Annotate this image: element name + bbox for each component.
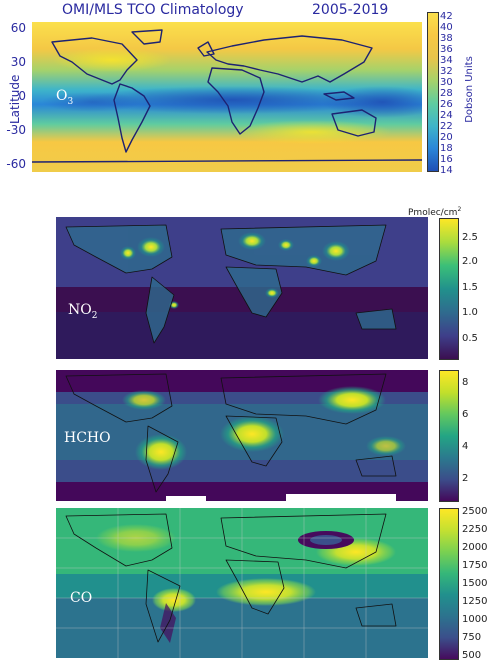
hcho-colorbar-tick: 2 bbox=[462, 473, 469, 484]
no2-unit-sup: 2 bbox=[457, 206, 462, 213]
hcho-colorbar bbox=[439, 370, 459, 502]
o3-colorbar bbox=[427, 12, 439, 172]
o3-ytick: -60 bbox=[6, 157, 26, 171]
co-colorbar-tick: 1750 bbox=[462, 560, 488, 571]
o3-colorbar-tick: 30 bbox=[440, 77, 453, 88]
co-colorbar bbox=[439, 508, 459, 660]
o3-colorbar-tick: 24 bbox=[440, 110, 453, 121]
co-colorbar-tick: 2000 bbox=[462, 542, 488, 553]
co-map bbox=[56, 508, 428, 658]
o3-colorbar-tick: 42 bbox=[440, 11, 453, 22]
co-colorbar-tick: 750 bbox=[462, 632, 482, 643]
no2-colorbar-tick: 1.5 bbox=[462, 282, 478, 293]
hcho-colorbar-tick: 6 bbox=[462, 409, 469, 420]
o3-map bbox=[32, 22, 422, 172]
o3-colorbar-tick: 16 bbox=[440, 154, 453, 165]
no2-colorbar-tick: 2.0 bbox=[462, 256, 478, 267]
no2-colorbar-tick: 1.0 bbox=[462, 307, 478, 318]
co-colorbar-tick: 2500 bbox=[462, 506, 488, 517]
no2-map bbox=[56, 217, 428, 359]
o3-colorbar-tick: 32 bbox=[440, 66, 453, 77]
no2-colorbar-tick: 0.5 bbox=[462, 333, 478, 344]
o3-colorbar-tick: 34 bbox=[440, 55, 453, 66]
no2-colorbar bbox=[439, 218, 459, 360]
co-label: CO bbox=[70, 590, 93, 606]
o3-ytick: -30 bbox=[6, 123, 26, 137]
o3-label-sub: 3 bbox=[67, 96, 74, 107]
o3-ytick: 60 bbox=[10, 21, 26, 35]
no2-colorbar-tick: 2.5 bbox=[462, 232, 478, 243]
hcho-label: HCHO bbox=[64, 430, 111, 446]
co-colorbar-tick: 500 bbox=[462, 650, 482, 661]
no2-label-main: NO bbox=[68, 302, 92, 318]
no2-unit-main: Pmolec/cm bbox=[408, 208, 458, 218]
o3-years: 2005-2019 bbox=[312, 2, 389, 18]
o3-ytick: 30 bbox=[10, 55, 26, 69]
o3-label-main: O bbox=[56, 88, 68, 104]
o3-colorbar-tick: 38 bbox=[440, 33, 453, 44]
co-colorbar-tick: 1000 bbox=[462, 614, 488, 625]
o3-colorbar-tick: 28 bbox=[440, 88, 453, 99]
co-colorbar-tick: 2250 bbox=[462, 524, 488, 535]
hcho-map bbox=[56, 370, 428, 501]
no2-label-sub: 2 bbox=[91, 310, 98, 321]
o3-colorbar-tick: 36 bbox=[440, 44, 453, 55]
co-colorbar-tick: 1500 bbox=[462, 578, 488, 589]
o3-colorbar-tick: 40 bbox=[440, 22, 453, 33]
o3-colorbar-label: Dobson Units bbox=[463, 56, 475, 123]
o3-label: O3 bbox=[56, 88, 73, 107]
o3-colorbar-tick: 22 bbox=[440, 121, 453, 132]
co-colorbar-tick: 1250 bbox=[462, 596, 488, 607]
no2-label: NO2 bbox=[68, 302, 97, 321]
o3-ytick: 0 bbox=[18, 89, 26, 103]
no2-unit: Pmolec/cm2 bbox=[408, 206, 461, 218]
o3-colorbar-tick: 26 bbox=[440, 99, 453, 110]
o3-colorbar-tick: 18 bbox=[440, 143, 453, 154]
hcho-colorbar-tick: 4 bbox=[462, 441, 469, 452]
o3-title: OMI/MLS TCO Climatology bbox=[62, 2, 244, 18]
o3-colorbar-tick: 20 bbox=[440, 132, 453, 143]
o3-colorbar-tick: 14 bbox=[440, 165, 453, 176]
hcho-colorbar-tick: 8 bbox=[462, 377, 469, 388]
